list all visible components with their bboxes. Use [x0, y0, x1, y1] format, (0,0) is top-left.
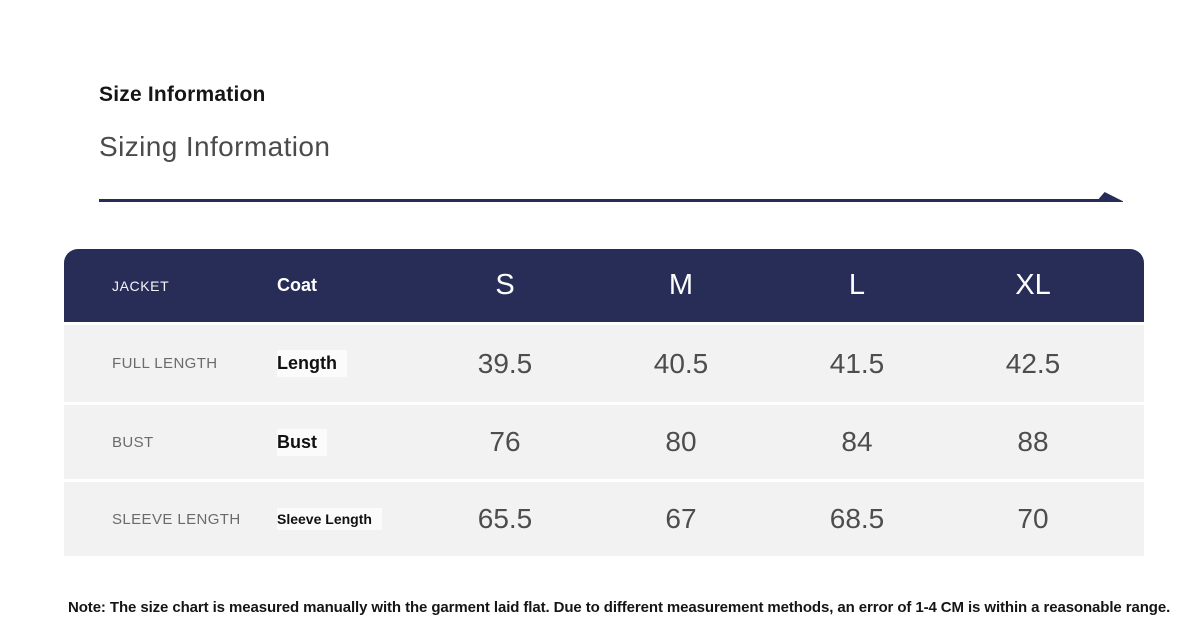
cell-value: 68.5	[829, 503, 885, 534]
header-size-l: L	[848, 269, 866, 301]
section-subtitle: Sizing Information	[99, 131, 331, 162]
cell-value: 80	[665, 426, 697, 457]
table-row-full-length: FULL LENGTH Length 39.5 40.5 41.5 42.5	[64, 325, 1144, 402]
row-label: Sleeve Length	[277, 508, 417, 530]
cell-value: 39.5	[477, 347, 533, 379]
size-table-header-row: JACKET Coat S M L XL	[64, 249, 1144, 322]
divider-line	[99, 199, 1106, 202]
table-row-sleeve-length: SLEEVE LENGTH Sleeve Length 65.5 67 68.5…	[64, 482, 1144, 556]
header-garment-caps: JACKET	[112, 277, 170, 294]
cell-value: 84	[841, 426, 873, 457]
cell-value: 40.5	[653, 347, 709, 379]
measurement-note: Note: The size chart is measured manuall…	[68, 599, 1171, 616]
size-table: JACKET Coat S M L XL FULL LENGTH Length …	[64, 249, 1144, 556]
arrow-right-icon	[1096, 192, 1123, 202]
row-label: Bust	[277, 428, 417, 456]
cell-value: 88	[1017, 426, 1049, 457]
header-size-xl: XL	[1015, 269, 1051, 301]
cell-value: 42.5	[1005, 347, 1061, 379]
row-caps-label: FULL LENGTH	[112, 355, 218, 372]
cell-value: 65.5	[477, 503, 533, 534]
section-title: Size Information	[99, 83, 266, 106]
header-size-s: S	[495, 269, 515, 301]
cell-value: 67	[665, 503, 697, 534]
table-row-bust: BUST Bust 76 80 84 88	[64, 405, 1144, 479]
cell-value: 70	[1017, 503, 1049, 534]
header-garment-label: Coat	[277, 275, 317, 295]
cell-value: 41.5	[829, 347, 885, 379]
row-caps-label: BUST	[112, 433, 154, 451]
header-size-m: M	[668, 269, 694, 301]
cell-value: 76	[489, 426, 521, 457]
row-caps-label: SLEEVE LENGTH	[112, 510, 241, 528]
row-label: Length	[277, 350, 417, 377]
